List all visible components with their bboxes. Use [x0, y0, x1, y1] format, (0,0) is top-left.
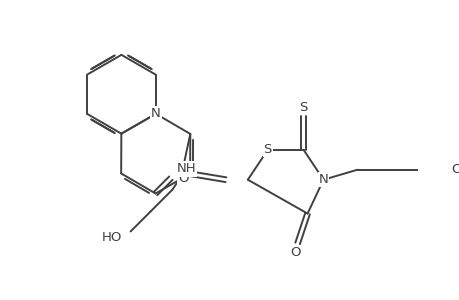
Text: N: N	[151, 107, 160, 121]
Text: N: N	[151, 107, 160, 121]
Text: S: S	[299, 101, 307, 114]
Text: O: O	[290, 246, 300, 259]
Text: N: N	[151, 107, 161, 120]
Text: S: S	[263, 143, 271, 156]
Text: O: O	[178, 172, 188, 185]
Text: HO: HO	[102, 231, 123, 244]
Text: N: N	[318, 173, 328, 186]
Text: NH: NH	[176, 163, 196, 176]
Text: O: O	[451, 163, 459, 176]
